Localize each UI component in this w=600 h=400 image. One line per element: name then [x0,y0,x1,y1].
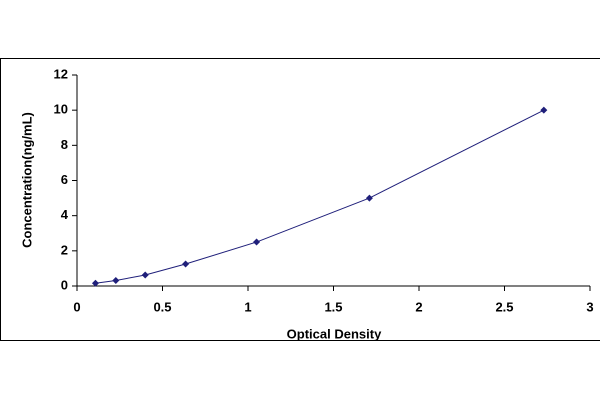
x-tick-label: 0 [73,299,80,314]
point [365,194,373,202]
y-axis-label: Concentration(ng/mL) [19,112,34,248]
x-tick-label: 2 [415,299,422,314]
point [141,271,149,279]
x-tick-label: 0.5 [153,299,171,314]
y-tick-label: 4 [61,207,69,222]
y-tick-label: 12 [54,66,68,81]
x-tick-label: 3 [586,299,593,314]
y-tick-label: 2 [61,242,68,257]
y-tick-label: 10 [54,102,68,117]
point [540,106,548,114]
y-tick-label: 8 [61,137,68,152]
point [253,238,261,246]
x-tick-label: 1.5 [324,299,342,314]
curve [95,109,545,284]
y-tick-label: 6 [61,172,68,187]
point [182,260,190,268]
x-axis-label: Optical Density [287,326,382,341]
frame [0,58,600,341]
x-tick-label: 1 [244,299,251,314]
x-tick-label: 2.5 [495,299,513,314]
y-tick-label: 0 [61,277,68,292]
point [91,279,99,287]
point [112,277,120,285]
